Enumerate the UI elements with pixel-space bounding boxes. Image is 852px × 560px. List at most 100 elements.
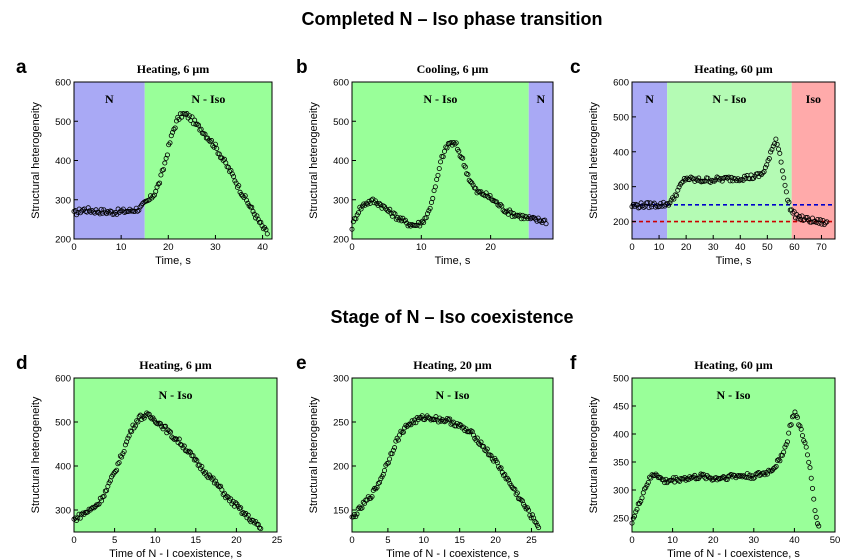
y-tick-label: 300 <box>333 195 349 206</box>
data-point <box>255 522 261 528</box>
region-b-0 <box>352 82 529 239</box>
data-point <box>168 133 174 139</box>
x-axis-label: Time, s <box>435 255 471 267</box>
data-point <box>211 144 217 150</box>
y-tick-label: 500 <box>613 112 629 123</box>
data-point <box>112 469 118 475</box>
data-point <box>221 490 227 496</box>
data-point <box>354 511 360 517</box>
data-point <box>242 193 248 199</box>
data-point <box>176 436 182 442</box>
data-point <box>390 447 396 453</box>
data-point <box>642 486 648 492</box>
section-title-bottom: Stage of N – Iso coexistence <box>330 307 573 327</box>
data-point <box>673 193 679 199</box>
data-point <box>179 442 185 448</box>
data-point <box>435 172 441 178</box>
y-tick-label: 600 <box>613 78 629 89</box>
data-point <box>543 221 549 227</box>
data-point <box>157 180 163 186</box>
data-point <box>229 171 235 177</box>
data-point <box>91 505 97 511</box>
data-point <box>483 190 489 196</box>
data-point <box>757 171 763 177</box>
data-point <box>219 487 225 493</box>
data-point <box>813 514 819 520</box>
data-point <box>679 180 685 186</box>
data-point <box>698 471 704 477</box>
data-point <box>85 205 91 211</box>
y-tick-label: 400 <box>55 462 71 473</box>
data-point <box>410 420 416 426</box>
data-point <box>688 475 694 481</box>
y-axis-label: Structural heterogeneity <box>30 396 42 513</box>
panel-letter: e <box>296 353 307 374</box>
x-tick-label: 10 <box>150 535 161 546</box>
data-point <box>135 419 141 425</box>
data-point <box>130 422 136 428</box>
data-point <box>116 460 122 466</box>
data-point <box>426 208 432 214</box>
data-point <box>762 164 768 170</box>
panel-letter: a <box>16 57 27 78</box>
panel-letter: b <box>296 57 308 78</box>
x-tick-label: 10 <box>416 242 427 253</box>
region-label: N - Iso <box>435 388 469 402</box>
chart-panel-d: N - Iso 0 5 10 15 20 25 300 400 500 600 Time of N -… <box>16 353 282 560</box>
data-point <box>638 200 644 206</box>
data-point <box>194 458 200 464</box>
data-point <box>766 156 772 162</box>
data-point <box>796 422 802 428</box>
data-point <box>529 512 535 518</box>
data-point <box>683 477 689 483</box>
data-point <box>146 411 152 417</box>
data-point <box>817 217 823 223</box>
data-point <box>189 114 195 120</box>
data-point <box>804 452 810 458</box>
data-point <box>809 485 815 491</box>
data-point <box>658 200 664 206</box>
data-point <box>223 495 229 501</box>
data-point <box>428 417 434 423</box>
y-tick-label: 600 <box>333 78 349 89</box>
data-point <box>246 203 252 209</box>
data-point <box>719 178 725 184</box>
data-point <box>356 210 362 216</box>
y-tick-label: 300 <box>55 195 71 206</box>
data-point <box>777 150 783 156</box>
y-axis-label: Structural heterogeneity <box>308 102 320 219</box>
x-axis-label: Time, s <box>716 255 752 267</box>
data-point <box>449 420 455 426</box>
data-point <box>522 503 528 509</box>
data-point <box>258 526 264 532</box>
y-tick-label: 500 <box>613 374 629 385</box>
data-point <box>668 197 674 203</box>
data-point <box>824 219 830 225</box>
data-point <box>172 125 178 131</box>
x-tick-label: 15 <box>191 535 202 546</box>
data-point <box>711 178 717 184</box>
data-point <box>264 231 270 237</box>
x-tick-label: 40 <box>789 535 800 546</box>
data-point <box>135 208 141 214</box>
data-point <box>89 505 95 511</box>
data-point <box>400 429 406 435</box>
data-point <box>210 143 216 149</box>
data-point <box>532 519 538 525</box>
data-point <box>777 458 783 464</box>
data-point <box>199 463 205 469</box>
data-point <box>111 470 117 476</box>
data-point <box>219 155 225 161</box>
data-point <box>444 145 450 151</box>
data-point <box>808 475 814 481</box>
panel-letter: d <box>16 353 28 374</box>
x-tick-label: 15 <box>454 535 465 546</box>
y-tick-label: 300 <box>613 182 629 193</box>
data-point <box>419 218 425 224</box>
data-point <box>397 215 403 221</box>
y-tick-label: 350 <box>613 458 629 469</box>
data-point <box>443 144 449 150</box>
panel-title: Heating, 6 μm <box>139 358 211 372</box>
data-point <box>502 472 508 478</box>
data-point <box>473 185 479 191</box>
